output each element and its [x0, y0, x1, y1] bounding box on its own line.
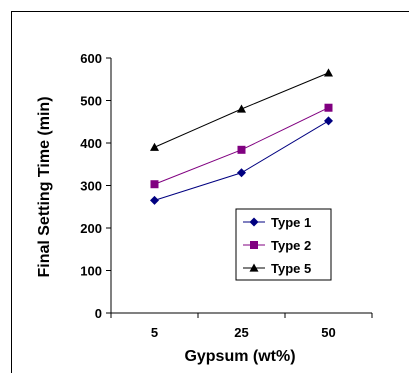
frame-top-border — [11, 11, 409, 12]
legend-label: Type 1 — [271, 215, 311, 230]
y-tick-label: 400 — [80, 136, 102, 151]
series-line — [154, 120, 329, 201]
legend-swatch-marker — [249, 263, 259, 272]
y-tick-label: 300 — [80, 179, 102, 194]
data-point — [150, 142, 159, 151]
x-axis-title: Gypsum (wt%) — [184, 348, 295, 365]
legend-item: Type 2 — [243, 238, 311, 253]
legend-label: Type 2 — [271, 238, 311, 253]
legend-swatch-marker — [250, 241, 258, 249]
data-point — [237, 168, 246, 178]
legend-items: Type 1 Type 2 Type 5 — [243, 215, 311, 276]
series-3 — [150, 68, 333, 151]
x-tick-label: 25 — [234, 325, 248, 340]
y-tick-label: 600 — [80, 51, 102, 66]
series-2 — [150, 103, 333, 189]
data-point — [150, 195, 159, 205]
data-point — [237, 104, 246, 113]
y-tick-label: 200 — [80, 221, 102, 236]
y-axis-ticks: 0 100 200 300 400 500 600 — [80, 51, 111, 321]
x-tick-label: 5 — [151, 325, 158, 340]
data-point — [150, 180, 159, 189]
data-point — [324, 68, 333, 77]
y-tick-label: 100 — [80, 264, 102, 279]
x-axis-ticks: 5 25 50 — [110, 313, 373, 340]
data-point — [324, 116, 333, 126]
x-tick-label: 50 — [321, 325, 335, 340]
legend: Type 1 Type 2 Type 5 — [235, 208, 332, 281]
series-layer — [150, 68, 333, 205]
y-tick-label: 0 — [95, 306, 102, 321]
legend-label: Type 5 — [271, 261, 311, 276]
series-1 — [150, 116, 333, 205]
legend-swatch-marker — [249, 217, 259, 227]
legend-item: Type 1 — [243, 215, 311, 230]
y-tick-label: 500 — [80, 94, 102, 109]
legend-item: Type 5 — [243, 261, 311, 276]
data-point — [324, 103, 333, 112]
data-point — [237, 145, 246, 154]
y-axis-title: Final Setting Time (min) — [36, 96, 53, 277]
frame-left-border — [11, 11, 12, 373]
